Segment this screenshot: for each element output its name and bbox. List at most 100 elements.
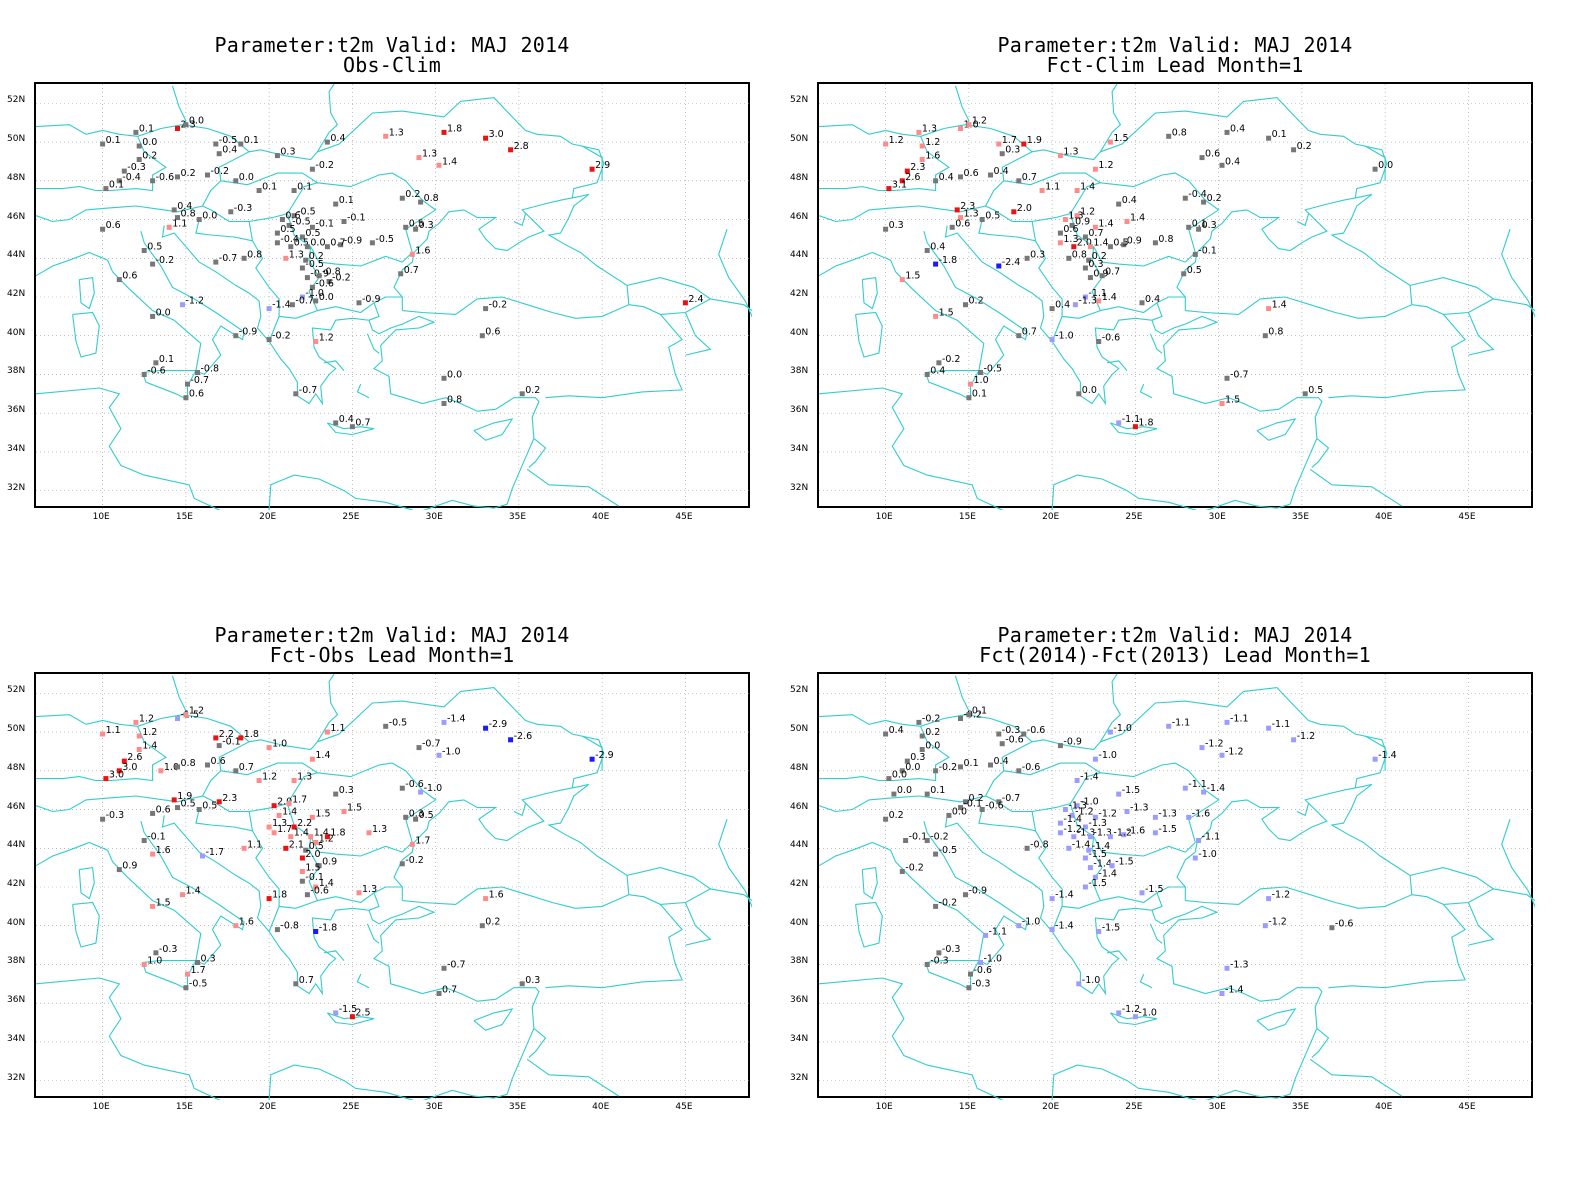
station-value-label: -0.7 [219, 253, 238, 264]
station-square [1166, 133, 1172, 139]
lon-tick-label: 35E [1291, 512, 1310, 522]
station-square [883, 731, 889, 737]
station-value-label: 0.3 [1030, 249, 1045, 260]
station-square [933, 178, 939, 184]
station-square [141, 372, 147, 377]
station-marker: -1.3 [1152, 808, 1177, 820]
station-value-label: 0.8 [1072, 249, 1087, 260]
station-square [919, 747, 925, 752]
station-marker: -0.6 [999, 735, 1024, 747]
station-value-label: 2.6 [905, 172, 920, 183]
station-marker: 2.3 [904, 162, 925, 174]
station-square [196, 807, 202, 812]
station-marker: 1.7 [286, 795, 307, 807]
station-value-label: 1.5 [347, 803, 362, 814]
station-value-label: 0.0 [447, 369, 462, 380]
lat-tick-label: 46N [7, 801, 26, 812]
station-square [313, 339, 319, 344]
station-square [1224, 375, 1230, 381]
station-marker: -0.8 [274, 921, 299, 933]
station-marker: 0.3 [1196, 220, 1217, 232]
station-square [1087, 865, 1093, 871]
station-value-label: 1.1 [106, 725, 121, 736]
station-square [409, 841, 415, 847]
station-square [1071, 244, 1077, 250]
station-square [116, 768, 122, 774]
station-square [171, 797, 177, 803]
coastline [1139, 383, 1153, 399]
station-square [1219, 162, 1225, 168]
station-square [383, 723, 389, 729]
lat-tick-label: 52N [7, 95, 26, 106]
station-marker: 0.1 [100, 135, 121, 147]
station-marker: -1.5 [1082, 878, 1107, 890]
station-square [313, 884, 319, 890]
station-value-label: 0.4 [1055, 300, 1070, 311]
station-marker: -0.6 [309, 278, 334, 290]
station-square [136, 733, 142, 739]
station-value-label: 2.3 [222, 793, 237, 804]
station-value-label: 2.4 [688, 294, 703, 305]
coastline [1100, 762, 1220, 843]
station-square [304, 275, 310, 281]
station-value-label: 1.9 [177, 791, 192, 802]
station-value-label: -1.4 [447, 713, 466, 724]
station-marker: 0.1 [1186, 218, 1207, 230]
station-value-label: 0.1 [930, 785, 945, 796]
station-marker: -1.0 [436, 746, 461, 758]
station-square [1107, 244, 1113, 250]
coastline [1091, 246, 1186, 314]
station-marker: 0.6 [479, 327, 500, 339]
lat-tick-label: 48N [7, 762, 26, 773]
station-value-label: -0.6 [1102, 333, 1121, 344]
station-marker: 1.6 [233, 917, 254, 929]
station-value-label: 0.7 [1022, 172, 1037, 183]
station-value-label: -0.5 [375, 234, 394, 245]
panel-title: Parameter:t2m Valid: MAJ 2014 [997, 33, 1353, 57]
station-marker: -0.4 [116, 172, 141, 184]
station-square [333, 420, 339, 426]
station-square [299, 234, 305, 240]
station-square [924, 372, 930, 377]
coastline [286, 213, 403, 267]
station-value-label: 0.6 [156, 804, 171, 815]
station-marker: -1.0 [418, 783, 442, 795]
station-value-label: -0.3 [159, 944, 178, 955]
lon-tick-label: 45E [1458, 512, 1476, 522]
station-marker: -0.2 [150, 255, 174, 267]
station-square [899, 768, 905, 774]
station-value-label: -1.4 [1072, 839, 1091, 850]
coastline [1091, 836, 1186, 904]
coastline [626, 277, 712, 315]
station-value-label: 0.3 [1005, 145, 1020, 156]
station-square [233, 333, 239, 339]
station-marker: 0.5 [274, 224, 296, 236]
station-square [966, 122, 972, 128]
station-square [1066, 255, 1072, 261]
station-marker: 3.0 [103, 770, 124, 782]
station-marker: 0.2 [919, 727, 940, 739]
station-square [1107, 834, 1113, 840]
station-marker: -1.4 [1057, 814, 1082, 826]
station-marker: 1.3 [366, 824, 387, 836]
coastline [545, 314, 683, 399]
map-frame: 0.4 -0.2 0.2 0.0 -0.2 0.1 -0.3 -0.6 -0.6 -0.9 0.3 0… [817, 672, 1535, 1100]
station-square [399, 195, 405, 201]
station-marker: 0.3 [1082, 259, 1104, 271]
station-square [479, 923, 485, 929]
station-square [150, 903, 156, 909]
station-marker: 0.0 [1372, 160, 1393, 172]
coastline [36, 674, 339, 813]
station-square [175, 716, 180, 721]
station-marker: 0.0 [150, 307, 171, 319]
coastline [36, 124, 138, 137]
station-square [383, 133, 389, 139]
lat-tick-label: 42N [7, 879, 26, 889]
station-value-label: 0.0 [1082, 385, 1097, 396]
lon-tick-label: 30E [1208, 1102, 1226, 1112]
station-marker: 0.0 [183, 116, 204, 128]
coastline [72, 901, 100, 948]
station-square [313, 840, 319, 845]
station-marker: -1.3 [1082, 818, 1107, 830]
station-square [1329, 925, 1335, 931]
